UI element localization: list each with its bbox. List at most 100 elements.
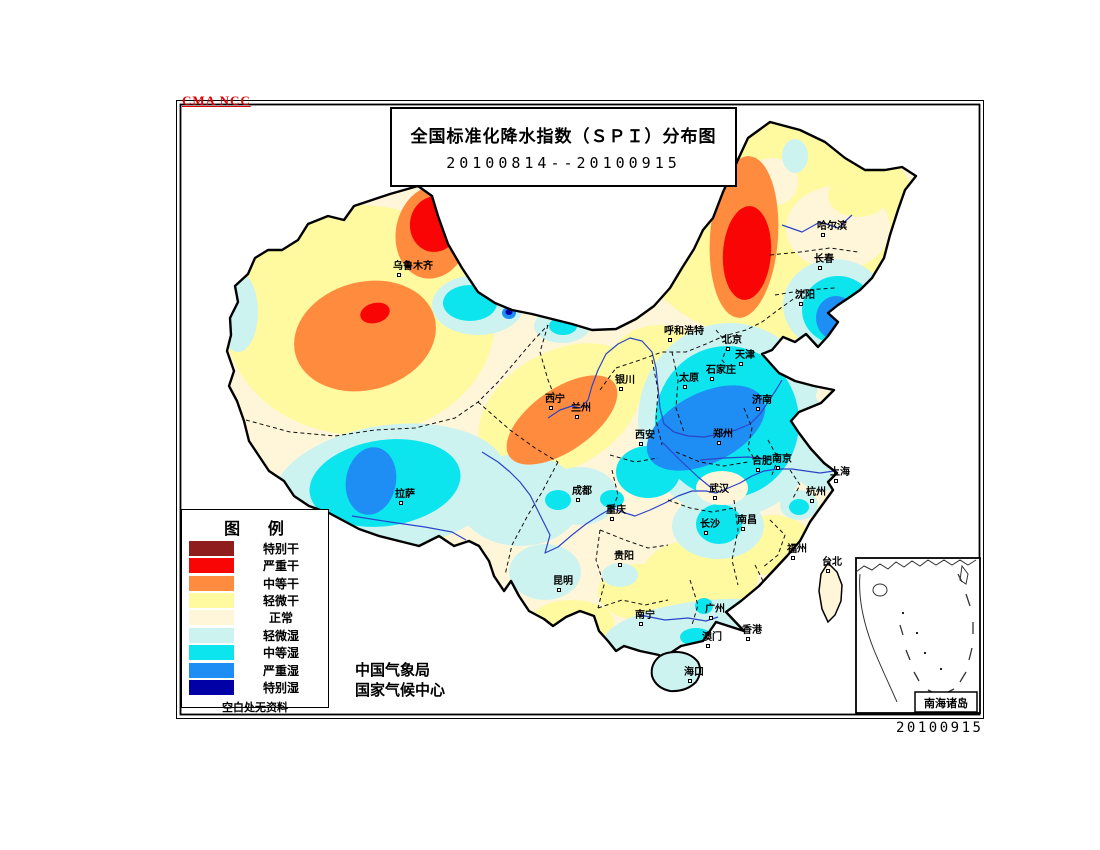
city-label: 沈阳 <box>795 291 815 306</box>
city-label: 福州 <box>787 545 807 560</box>
city-marker-icon <box>549 406 553 410</box>
city-marker-icon <box>818 266 822 270</box>
legend-label: 轻微湿 <box>262 628 299 643</box>
city-marker-icon <box>619 387 623 391</box>
city-label: 成都 <box>572 487 592 502</box>
city-label: 郑州 <box>713 430 733 445</box>
legend: 图 例 特别干 严重干 中等干 轻微干 正常 轻微湿 中等湿 严重湿 特别 <box>181 509 329 714</box>
city-marker-icon <box>821 233 825 237</box>
city-marker-icon <box>746 637 750 641</box>
city-label: 香港 <box>742 626 762 641</box>
map-frame-outer <box>176 100 984 719</box>
hainan-island <box>650 650 702 693</box>
city-label: 昆明 <box>553 577 573 592</box>
city-marker-icon <box>688 679 692 683</box>
city-marker-icon <box>717 441 721 445</box>
city-label: 呼和浩特 <box>664 327 704 342</box>
cma-ncc-logo: CMA NCC <box>182 93 251 108</box>
city-label: 哈尔滨 <box>817 222 847 237</box>
city-marker-icon <box>399 501 403 505</box>
legend-row: 严重湿 <box>189 662 328 678</box>
city-marker-icon <box>618 563 622 567</box>
city-marker-icon <box>576 498 580 502</box>
legend-color-swatch <box>189 680 234 696</box>
city-label: 长春 <box>814 255 834 270</box>
city-marker-icon <box>710 377 714 381</box>
legend-row: 中等湿 <box>189 645 328 661</box>
agency-credit: 中国气象局 国家气候中心 <box>355 662 446 699</box>
city-marker-icon <box>739 362 743 366</box>
city-marker-icon <box>810 499 814 503</box>
china-national-border <box>225 120 918 666</box>
city-label: 杭州 <box>806 488 826 503</box>
city-marker-icon <box>791 556 795 560</box>
city-label: 武汉 <box>709 485 729 500</box>
city-label: 上海 <box>830 468 850 483</box>
city-marker-icon <box>668 338 672 342</box>
legend-label: 正常 <box>268 611 293 626</box>
city-marker-icon <box>776 466 780 470</box>
city-label: 海口 <box>684 668 704 683</box>
legend-title: 图 例 <box>224 521 286 538</box>
city-marker-icon <box>726 347 730 351</box>
city-marker-icon <box>706 644 710 648</box>
city-marker-icon <box>713 496 717 500</box>
city-label: 广州 <box>705 605 725 620</box>
taiwan-island <box>818 561 843 624</box>
legend-row: 正常 <box>189 610 328 626</box>
legend-label: 中等干 <box>262 576 299 591</box>
city-label: 南宁 <box>635 611 655 626</box>
map-frame-inner <box>179 103 981 716</box>
city-label: 北京 <box>722 336 742 351</box>
city-label: 贵阳 <box>614 552 634 567</box>
city-marker-icon <box>826 569 830 573</box>
songhua-river <box>781 214 853 233</box>
province-borders <box>245 247 859 626</box>
city-label: 天津 <box>735 351 755 366</box>
city-label: 太原 <box>679 374 699 389</box>
han-river <box>661 441 715 491</box>
city-marker-icon <box>557 588 561 592</box>
city-marker-icon <box>683 385 687 389</box>
south-china-sea-inset <box>855 557 981 714</box>
city-label: 兰州 <box>571 404 591 419</box>
title-box: 全国标准化降水指数（ＳＰＩ）分布图 20100814--20100915 <box>390 107 737 187</box>
date-stamp: 20100915 <box>896 720 984 736</box>
legend-color-swatch <box>189 627 234 643</box>
legend-footnote: 空白处无资料 <box>222 701 288 714</box>
yellow-river <box>547 337 783 438</box>
city-label: 乌鲁木齐 <box>393 262 433 277</box>
legend-color-swatch <box>189 575 234 591</box>
legend-row: 中等干 <box>189 575 328 591</box>
city-label: 台北 <box>822 558 842 573</box>
inset-label-box <box>914 691 978 713</box>
legend-color-swatch <box>189 662 234 678</box>
city-marker-icon <box>639 622 643 626</box>
yangtze-river <box>481 451 835 554</box>
city-marker-icon <box>575 415 579 419</box>
huai-river <box>699 456 769 461</box>
legend-row: 轻微湿 <box>189 627 328 643</box>
city-label: 石家庄 <box>706 366 736 381</box>
map-date-range: 20100814--20100915 <box>446 154 681 172</box>
legend-color-swatch <box>189 540 234 556</box>
city-label: 南京 <box>772 455 792 470</box>
legend-color-swatch <box>189 610 234 626</box>
city-label: 银川 <box>615 376 635 391</box>
city-marker-icon <box>799 302 803 306</box>
legend-row: 严重干 <box>189 558 328 574</box>
legend-color-swatch <box>189 645 234 661</box>
city-label: 重庆 <box>606 506 626 521</box>
yarlung-river <box>351 515 467 541</box>
legend-row: 特别湿 <box>189 680 328 696</box>
legend-label: 严重湿 <box>262 663 299 678</box>
city-marker-icon <box>834 479 838 483</box>
city-label: 澳门 <box>702 633 722 648</box>
city-label: 济南 <box>752 396 772 411</box>
city-marker-icon <box>639 442 643 446</box>
city-label: 西安 <box>635 431 655 446</box>
map-title: 全国标准化降水指数（ＳＰＩ）分布图 <box>410 127 717 146</box>
city-marker-icon <box>704 531 708 535</box>
city-label: 南昌 <box>737 516 757 531</box>
